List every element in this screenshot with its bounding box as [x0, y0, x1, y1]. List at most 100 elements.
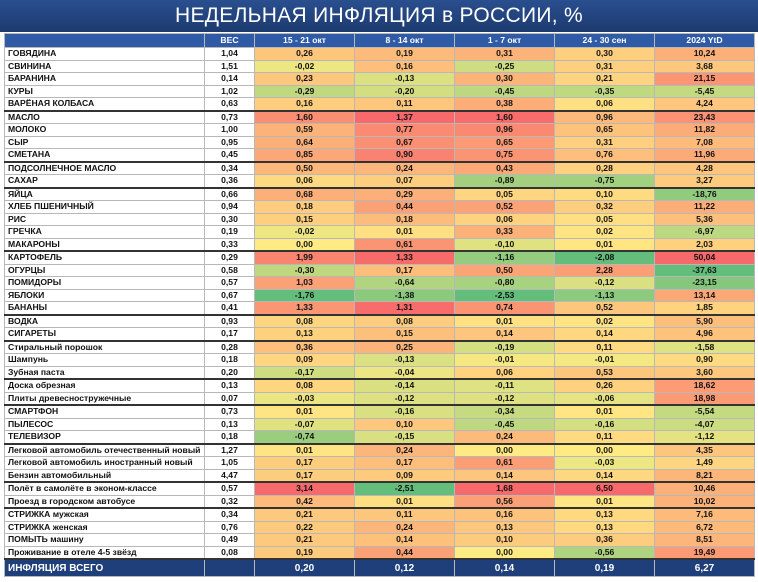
value-cell: 0,31	[454, 47, 555, 61]
value-cell: 0,17	[354, 263, 455, 277]
value-cell: -0,12	[554, 276, 655, 290]
value-cell: -0,64	[354, 276, 455, 290]
value-cell: 0,30	[554, 47, 655, 61]
value-cell: -0,74	[254, 430, 355, 444]
value-cell: 0,68	[254, 186, 355, 201]
value-cell: 0,36	[554, 533, 655, 547]
value-cell: 0,52	[454, 200, 555, 214]
value-cell: -0,06	[554, 391, 655, 406]
value-cell: -0,11	[454, 378, 555, 393]
item-name: МАСЛО	[4, 109, 205, 124]
value-cell: 0,11	[354, 97, 455, 111]
item-name: СМЕТАНА	[4, 148, 205, 162]
table-row: ЯЙЦА 0,66 0,68 0,29 0,05 0,10 -18,76	[4, 186, 755, 201]
item-name: КАРТОФЕЛЬ	[4, 250, 205, 265]
value-cell: 3,60	[654, 365, 755, 380]
value-cell: 0,23	[254, 72, 355, 86]
table-row: ТЕЛЕВИЗОР 0,18 -0,74 -0,15 0,24 0,11 -1,12	[4, 430, 755, 444]
total-label: ИНФЛЯЦИЯ ВСЕГО	[4, 558, 205, 577]
value-cell: 0,13	[454, 520, 555, 534]
value-cell: 0,11	[554, 339, 655, 354]
item-name: СТРИЖКА женская	[4, 520, 205, 534]
value-cell: 0,43	[454, 160, 555, 175]
table-row: СВИНИНА 1,51 -0,02 0,16 -0,25 0,31 3,68	[4, 59, 755, 73]
value-cell: -6,97	[654, 225, 755, 239]
value-cell: -1,16	[454, 250, 555, 265]
table-row: ПОМЫТЬ машину 0,49 0,21 0,14 0,10 0,36 8,51	[4, 533, 755, 547]
weight-cell: 0,57	[204, 481, 255, 496]
value-cell: 11,96	[654, 148, 755, 162]
value-cell: 0,01	[354, 225, 455, 239]
value-cell: 0,90	[354, 148, 455, 162]
value-cell: 1,31	[354, 301, 455, 315]
value-cell: 0,21	[554, 72, 655, 86]
value-cell: 13,14	[654, 288, 755, 302]
value-cell: 3,27	[654, 174, 755, 188]
table-row: МАСЛО 0,73 1,60 1,37 1,60 0,96 23,43	[4, 109, 755, 124]
table-row: ОГУРЦЫ 0,58 -0,30 0,17 0,50 2,28 -37,63	[4, 263, 755, 277]
value-cell: -5,45	[654, 84, 755, 98]
value-cell: -0,16	[354, 404, 455, 419]
table-row: Полёт в самолёте в эконом-классе 0,57 3,14…	[4, 481, 755, 496]
item-name: СТРИЖКА мужская	[4, 507, 205, 522]
total-cell: 6,27	[654, 558, 755, 577]
value-cell: -0,19	[454, 339, 555, 354]
value-cell: 0,24	[454, 430, 555, 444]
value-cell: 3,68	[654, 59, 755, 73]
item-name: ПОМИДОРЫ	[4, 276, 205, 290]
value-cell: 0,38	[454, 97, 555, 111]
weight-cell: 0,57	[204, 276, 255, 290]
value-cell: 7,16	[654, 507, 755, 522]
value-cell: 0,44	[354, 545, 455, 560]
table-row: ЯБЛОКИ 0,67 -1,76 -1,38 -2,53 -1,13 13,14	[4, 288, 755, 302]
value-cell: -0,14	[354, 378, 455, 393]
value-cell: 0,14	[554, 468, 655, 483]
weight-cell: 0,07	[204, 391, 255, 406]
value-cell: 18,62	[654, 378, 755, 393]
value-cell: 5,36	[654, 212, 755, 226]
value-cell: 0,02	[554, 313, 655, 328]
item-name: СМАРТФОН	[4, 404, 205, 419]
table-row: ПЫЛЕСОС 0,13 -0,07 0,10 -0,45 -0,16 -4,07	[4, 417, 755, 431]
value-cell: 0,01	[554, 237, 655, 252]
value-cell: -0,13	[354, 353, 455, 367]
weight-cell: 0,76	[204, 520, 255, 534]
value-cell: 0,14	[354, 533, 455, 547]
value-cell: -2,08	[554, 250, 655, 265]
table-row: ГОВЯДИНА 1,04 0,26 0,19 0,31 0,30 10,24	[4, 47, 755, 61]
value-cell: 0,01	[554, 404, 655, 419]
value-cell: 7,08	[654, 135, 755, 149]
table-body: ГОВЯДИНА 1,04 0,26 0,19 0,31 0,30 10,24 СВИНИНА…	[4, 47, 755, 577]
total-cell: 0,19	[554, 558, 655, 577]
table-row: СМЕТАНА 0,45 0,85 0,90 0,75 0,76 11,96	[4, 148, 755, 162]
value-cell: 4,35	[654, 442, 755, 457]
table-row: МОЛОКО 1,00 0,59 0,77 0,96 0,65 11,82	[4, 123, 755, 137]
value-cell: -0,45	[454, 417, 555, 431]
value-cell: 0,50	[254, 160, 355, 175]
value-cell: 0,19	[254, 545, 355, 560]
table-row: СИГАРЕТЫ 0,17 0,13 0,15 0,14 0,14 4,96	[4, 327, 755, 341]
value-cell: 0,31	[554, 59, 655, 73]
value-cell: -0,56	[554, 545, 655, 560]
weight-cell: 0,18	[204, 430, 255, 444]
value-cell: 0,01	[554, 494, 655, 509]
item-name: ГРЕЧКА	[4, 225, 205, 239]
column-header: 2024 YtD	[654, 33, 755, 48]
value-cell: 0,61	[354, 237, 455, 252]
value-cell: 2,03	[654, 237, 755, 252]
weight-cell: 0,93	[204, 313, 255, 328]
weight-cell: 0,14	[204, 72, 255, 86]
value-cell: -0,03	[254, 391, 355, 406]
value-cell: -37,63	[654, 263, 755, 277]
table-row: ВОДКА 0,93 0,08 0,08 0,01 0,02 5,90	[4, 313, 755, 328]
weight-cell: 1,51	[204, 59, 255, 73]
value-cell: 0,11	[554, 430, 655, 444]
value-cell: 1,99	[254, 250, 355, 265]
item-name: Доска обрезная	[4, 378, 205, 393]
value-cell: 0,42	[254, 494, 355, 509]
item-name: ГОВЯДИНА	[4, 47, 205, 61]
value-cell: 0,10	[454, 533, 555, 547]
item-name: Легковой автомобиль отечественный новый	[4, 442, 205, 457]
item-name: СВИНИНА	[4, 59, 205, 73]
item-name: МАКАРОНЫ	[4, 237, 205, 252]
